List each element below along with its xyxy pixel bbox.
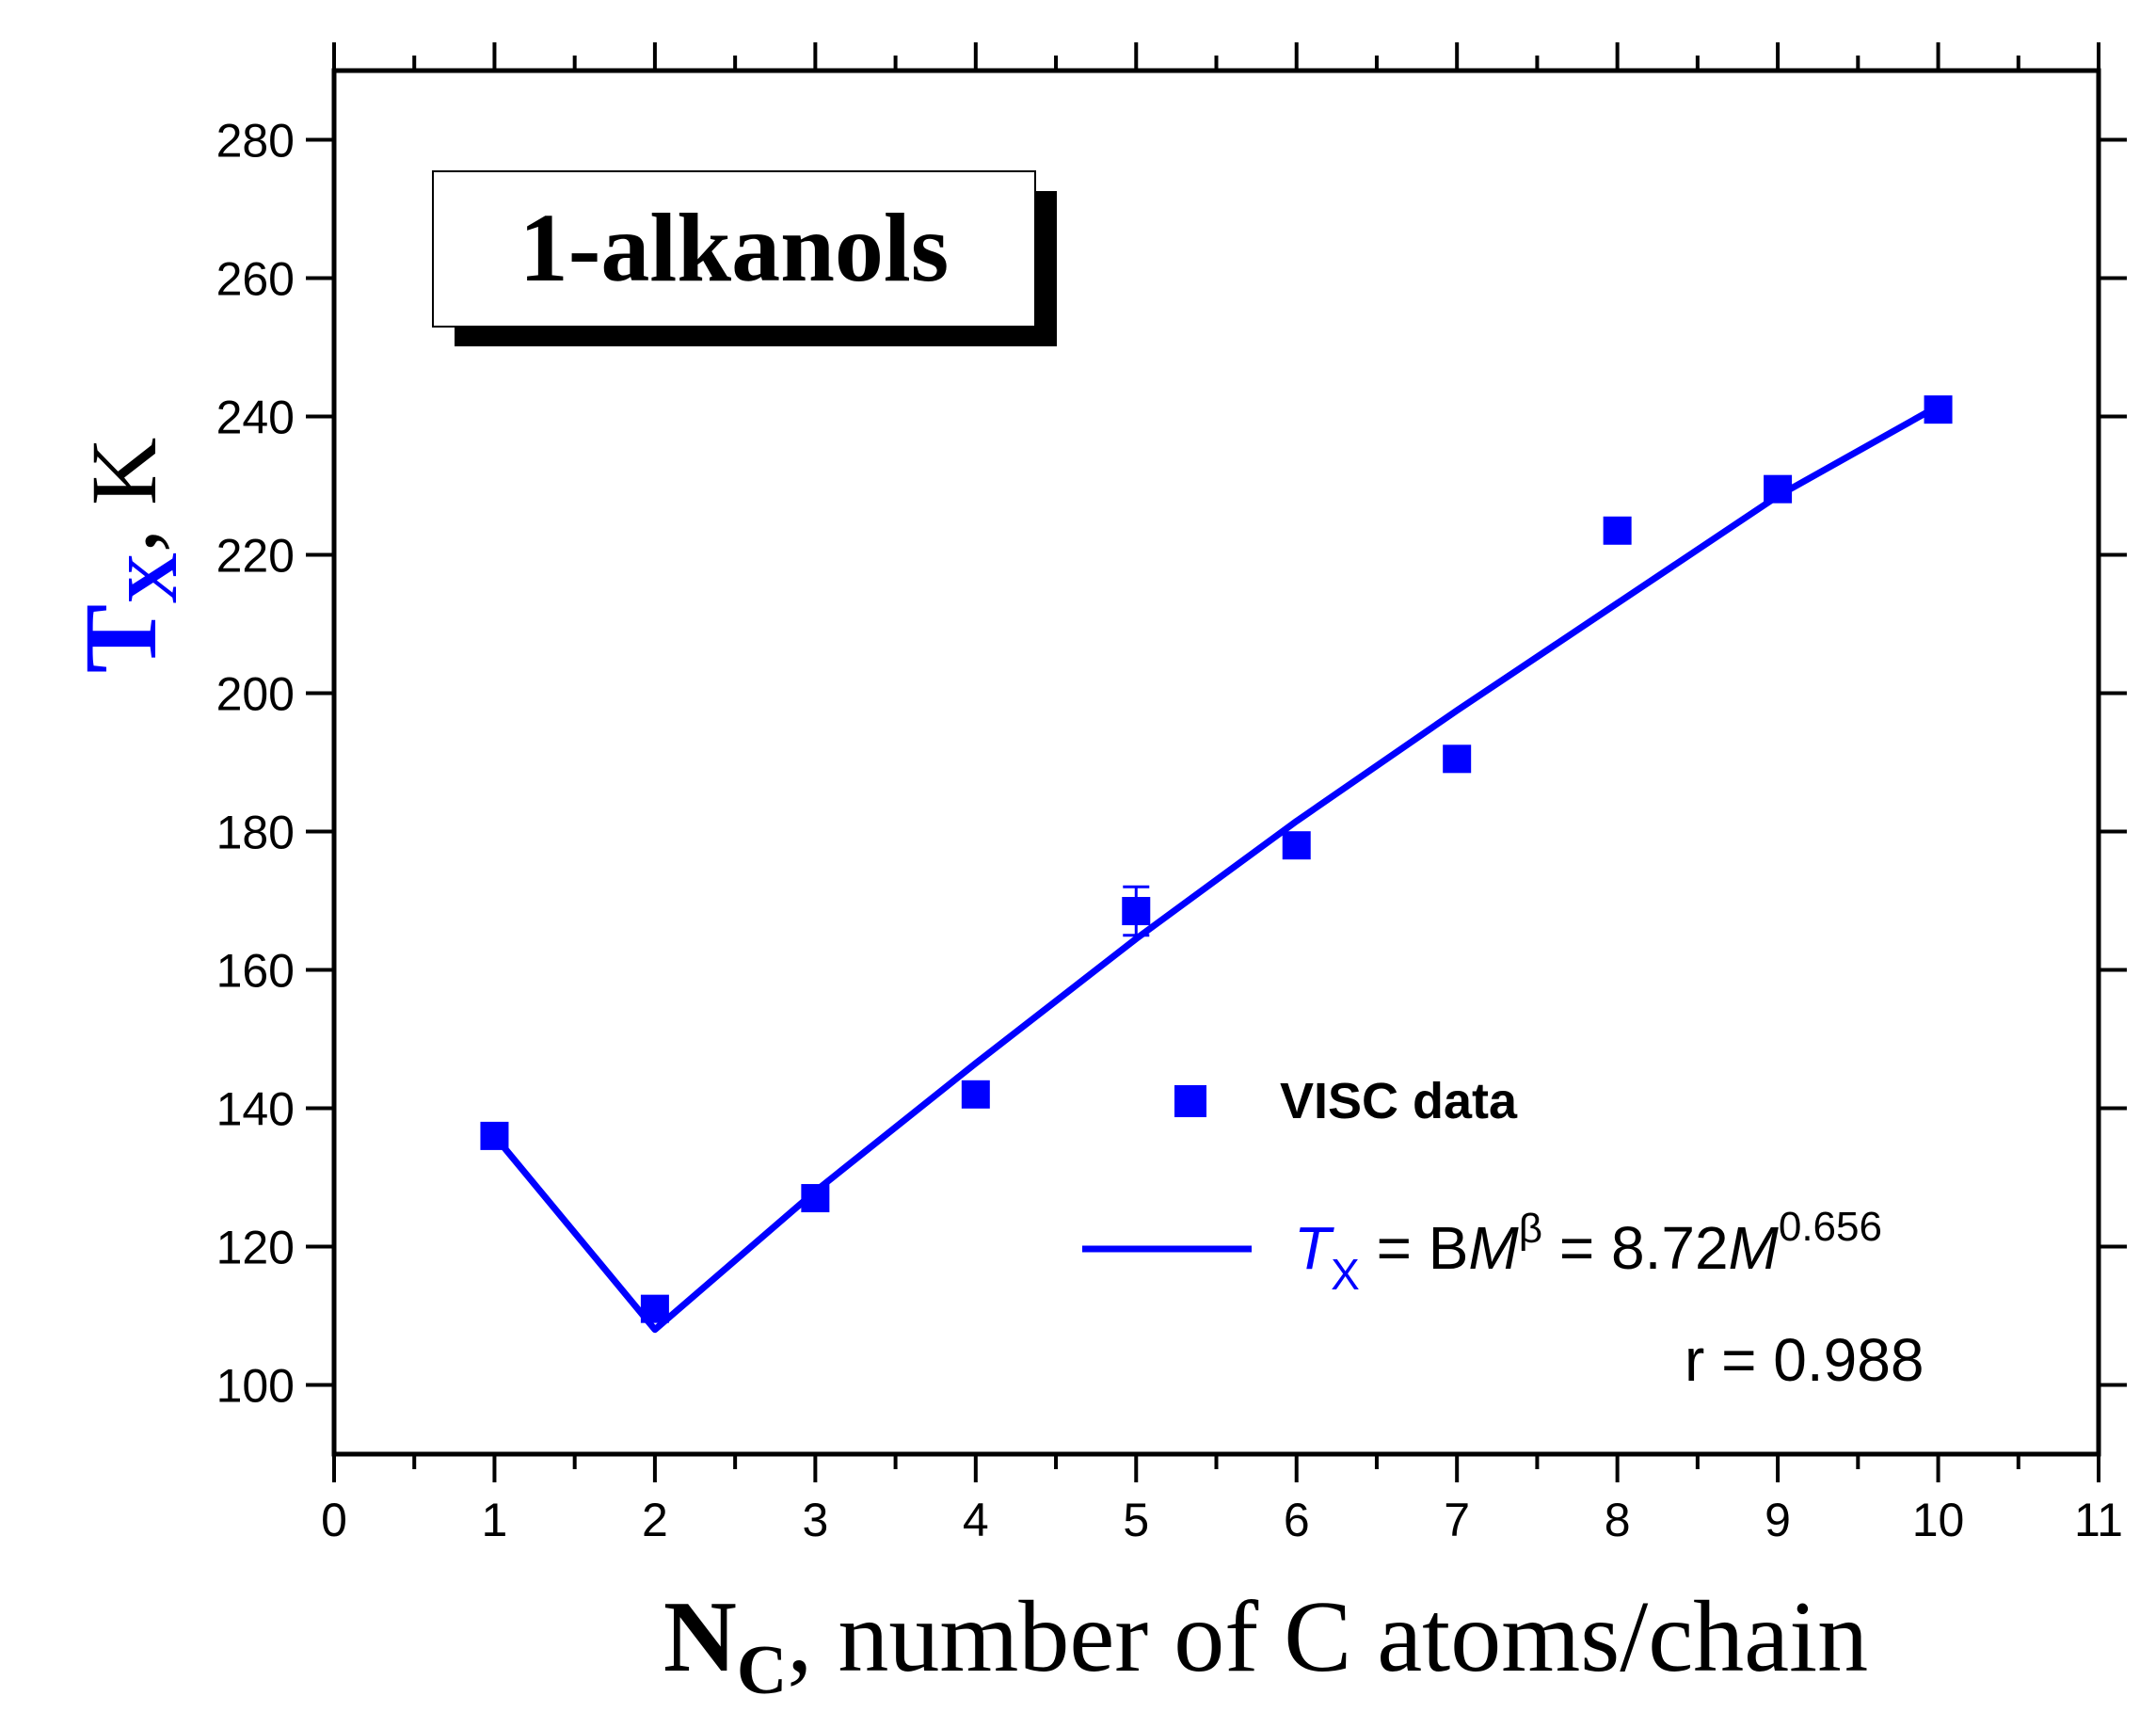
fit-line xyxy=(491,403,1940,1334)
legend-fit-eq2: = 8.72 xyxy=(1542,1214,1729,1282)
legend-fit-t: T xyxy=(1294,1214,1334,1282)
x-tick-label: 11 xyxy=(2074,1494,2123,1546)
x-tick-labels: 0 1 2 3 4 5 6 7 8 9 10 11 xyxy=(321,1494,2123,1546)
x-axis-title-main: N xyxy=(663,1581,737,1693)
y-axis-title-main: T xyxy=(63,604,178,673)
data-point xyxy=(1282,831,1311,860)
legend-fit-label: TX = BMβ = 8.72M0.656 xyxy=(1294,1204,1882,1299)
x-tick-label: 4 xyxy=(963,1494,989,1546)
data-point xyxy=(480,1121,509,1150)
x-tick-label: 1 xyxy=(482,1494,508,1546)
x-tick-label: 3 xyxy=(802,1494,828,1546)
y-tick-label: 100 xyxy=(216,1360,295,1413)
x-tick-label: 6 xyxy=(1284,1494,1310,1546)
x-axis-title-sub: C xyxy=(737,1632,787,1709)
axis-ticks xyxy=(306,42,2127,1482)
data-point xyxy=(1122,897,1151,926)
legend-fit-m1: M xyxy=(1468,1214,1519,1282)
y-tick-label: 180 xyxy=(216,807,295,859)
data-point xyxy=(801,1184,830,1213)
y-axis-title-rest: , K xyxy=(72,438,176,552)
x-tick-label: 0 xyxy=(321,1494,347,1546)
y-tick-label: 240 xyxy=(216,392,295,444)
legend-fit-t-sub: X xyxy=(1331,1250,1360,1299)
y-axis-title: TX, K xyxy=(63,438,192,673)
legend-fit-m2: M xyxy=(1729,1214,1780,1282)
data-point xyxy=(1443,744,1472,774)
x-tick-label: 2 xyxy=(642,1494,668,1546)
data-point xyxy=(640,1294,669,1323)
legend-fit-eq1: = B xyxy=(1360,1214,1469,1282)
x-tick-label: 8 xyxy=(1605,1494,1631,1546)
x-tick-label: 10 xyxy=(1912,1494,1965,1546)
title-box xyxy=(432,170,1036,328)
legend-r-label: r = 0.988 xyxy=(1685,1326,1924,1394)
data-point xyxy=(1764,474,1793,504)
y-tick-label: 260 xyxy=(216,253,295,306)
y-tick-label: 120 xyxy=(216,1222,295,1274)
fit-line-group xyxy=(491,403,1940,1334)
x-axis-title: NC, number of C atoms/chain xyxy=(663,1581,1868,1709)
data-points xyxy=(480,395,1953,1323)
data-point xyxy=(1924,395,1953,424)
x-tick-label: 7 xyxy=(1444,1494,1470,1546)
y-tick-labels: 100 120 140 160 180 200 220 240 260 280 xyxy=(216,115,295,1413)
chart-title: 1-alkanols xyxy=(519,194,950,302)
legend-fit-sup2: 0.656 xyxy=(1779,1204,1882,1250)
data-point xyxy=(1603,516,1632,545)
y-axis-title-sub: X xyxy=(113,552,192,604)
data-point xyxy=(961,1080,990,1109)
x-tick-label: 9 xyxy=(1765,1494,1791,1546)
legend-scatter-label: VISC data xyxy=(1280,1073,1518,1129)
x-axis-title-rest: , number of C atoms/chain xyxy=(787,1581,1868,1693)
legend-scatter-marker xyxy=(1174,1085,1206,1117)
y-tick-label: 140 xyxy=(216,1083,295,1136)
y-tick-label: 220 xyxy=(216,530,295,583)
legend-fit-sup1: β xyxy=(1519,1206,1542,1252)
y-tick-label: 280 xyxy=(216,115,295,168)
x-tick-label: 5 xyxy=(1123,1494,1149,1546)
y-tick-label: 160 xyxy=(216,945,295,998)
y-tick-label: 200 xyxy=(216,668,295,721)
